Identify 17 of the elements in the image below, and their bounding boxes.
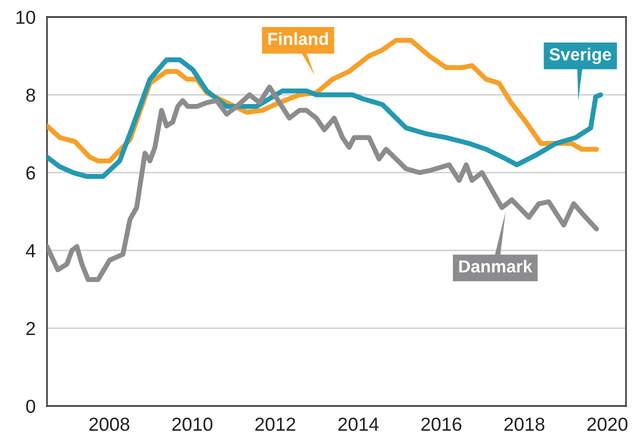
- x-tick-label: 2012: [255, 418, 296, 431]
- line-series: [47, 84, 599, 282]
- x-tick-label: 2016: [421, 418, 462, 431]
- y-tick-label: 2: [26, 322, 35, 335]
- series-label: Sverige: [549, 48, 612, 64]
- x-tick-label: 2014: [338, 418, 379, 431]
- text: Danmark: [459, 260, 532, 273]
- x-tick-label: 2020: [587, 418, 628, 431]
- x-tick-label: 2018: [504, 418, 544, 431]
- x-tick-label: 2008: [89, 418, 130, 431]
- y-tick-label: 8: [26, 88, 36, 102]
- series-label: Finland: [268, 32, 328, 45]
- y-tick-label: 6: [26, 166, 36, 180]
- y-tick-label: 10: [16, 10, 36, 24]
- y-tick-label: 0: [26, 400, 36, 413]
- y-tick-label: 4: [26, 244, 36, 258]
- x-tick-label: 2010: [172, 418, 212, 431]
